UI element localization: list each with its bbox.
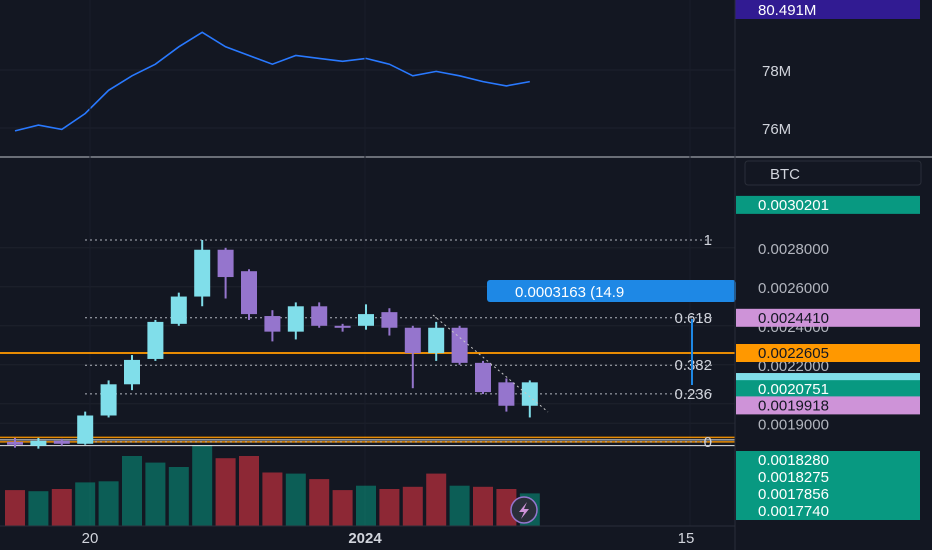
main-pane: 1 0.618 0.382 0.236 0 0.0003163 (14.9 bbox=[0, 231, 736, 526]
price-badge-label: 0.0030201 bbox=[758, 197, 829, 214]
fib-level-label: 0.236 bbox=[674, 386, 712, 403]
candle-body bbox=[7, 441, 23, 445]
volume-bar bbox=[122, 456, 142, 526]
currency-selector[interactable]: BTC bbox=[744, 160, 922, 186]
top-grid bbox=[0, 69, 735, 129]
price-badge-label: 0.0020751 bbox=[758, 381, 829, 398]
fib-level-label: 0.382 bbox=[674, 357, 712, 374]
price-axis-label: 0.0028000 bbox=[758, 241, 829, 258]
volume-bar bbox=[262, 472, 283, 526]
volume-line bbox=[14, 31, 530, 132]
candle-body bbox=[30, 440, 47, 446]
volume-badge-bg bbox=[735, 0, 920, 19]
candles bbox=[7, 239, 538, 449]
candle-body bbox=[521, 382, 538, 406]
price-badge bbox=[736, 344, 920, 362]
volume-bar bbox=[239, 456, 259, 526]
price-axis-label: 0.0019000 bbox=[758, 416, 829, 433]
measure-label-bg[interactable] bbox=[487, 280, 736, 302]
candle-body bbox=[194, 249, 211, 297]
price-badge-label: 0.0019918 bbox=[758, 397, 829, 414]
volume-bar bbox=[75, 482, 96, 526]
measure-label: 0.0003163 (14.9 bbox=[515, 284, 624, 301]
candle-body bbox=[381, 312, 398, 328]
price-badges: 0.00302010.00244100.00226050.002111609:2… bbox=[736, 195, 920, 520]
price-badge bbox=[736, 380, 920, 399]
volume-bar bbox=[98, 481, 119, 526]
candle-body bbox=[311, 306, 328, 326]
candle-body bbox=[358, 314, 374, 326]
volume-bar bbox=[285, 473, 306, 526]
candle-body bbox=[100, 384, 117, 416]
price-badge bbox=[736, 502, 920, 520]
time-axis[interactable]: 20 2024 15 bbox=[82, 530, 695, 547]
volume-bar bbox=[192, 445, 213, 526]
volume-bar bbox=[473, 486, 493, 526]
volume-bar bbox=[51, 489, 72, 526]
price-badge-label: 0.0017740 bbox=[758, 503, 829, 520]
candle-body bbox=[241, 271, 257, 315]
time-axis-label: 20 bbox=[82, 530, 99, 547]
candle-body bbox=[77, 415, 94, 444]
volume-bar bbox=[426, 473, 447, 526]
volume-bar bbox=[449, 485, 470, 526]
price-badge bbox=[736, 396, 920, 415]
candle-body bbox=[498, 382, 515, 406]
volume-bar bbox=[5, 490, 25, 526]
volume-bar bbox=[356, 485, 376, 526]
candle-body bbox=[124, 359, 140, 385]
time-axis-label: 2024 bbox=[348, 530, 382, 547]
price-badge-label: 0.0018275 bbox=[758, 469, 829, 486]
volume-bar bbox=[309, 479, 330, 526]
price-badge-label: 0.0018280 bbox=[758, 452, 829, 469]
price-badge-label: 0.0022605 bbox=[758, 345, 829, 362]
candle-body bbox=[428, 327, 445, 354]
fib-level-label: 0 bbox=[704, 434, 712, 451]
volume-badge: 80.491M bbox=[758, 2, 816, 19]
candle-body bbox=[475, 362, 491, 393]
horizontal-lines[interactable] bbox=[0, 352, 735, 447]
top-axis-label: 78M bbox=[762, 63, 791, 80]
volume-bar bbox=[145, 462, 166, 526]
fib-level-label: 0.618 bbox=[674, 310, 712, 327]
volume-bar bbox=[332, 490, 353, 526]
top-pane: 78M 76M 80.491M bbox=[0, 0, 920, 138]
top-price-axis: 78M 76M bbox=[762, 63, 791, 138]
fib-retracement[interactable]: 1 0.618 0.382 0.236 0 bbox=[85, 232, 712, 451]
candle-body bbox=[170, 296, 187, 324]
volume-bar bbox=[379, 489, 400, 526]
volume-bar bbox=[215, 458, 236, 526]
currency-label: BTC bbox=[770, 166, 800, 183]
candle-body bbox=[404, 327, 421, 354]
price-axis-label: 0.0026000 bbox=[758, 280, 829, 297]
volume-bar bbox=[168, 467, 189, 526]
volume-bar bbox=[28, 491, 49, 526]
candle-body bbox=[264, 316, 281, 332]
candle-body bbox=[217, 249, 234, 278]
time-axis-label: 15 bbox=[678, 530, 695, 547]
candle-body bbox=[451, 327, 468, 363]
candle-body bbox=[334, 325, 351, 328]
trend-dotted-line[interactable] bbox=[432, 314, 549, 413]
candle-body bbox=[53, 440, 70, 444]
lightning-icon[interactable] bbox=[510, 496, 538, 524]
price-badge-label: 0.0024410 bbox=[758, 310, 829, 327]
price-badge-label: 0.0017856 bbox=[758, 486, 829, 503]
price-badge bbox=[736, 308, 920, 327]
price-badge bbox=[736, 451, 920, 469]
price-badge bbox=[736, 468, 920, 486]
price-badge bbox=[736, 195, 920, 214]
volume-bar bbox=[496, 489, 517, 526]
top-axis-label: 76M bbox=[762, 121, 791, 138]
candle-body bbox=[287, 306, 304, 332]
candle-body bbox=[147, 321, 164, 359]
price-axis-label: 0.0022000 bbox=[758, 358, 829, 375]
volume-bar bbox=[402, 486, 423, 526]
price-badge bbox=[736, 485, 920, 503]
fib-level-label: 1 bbox=[704, 232, 712, 249]
